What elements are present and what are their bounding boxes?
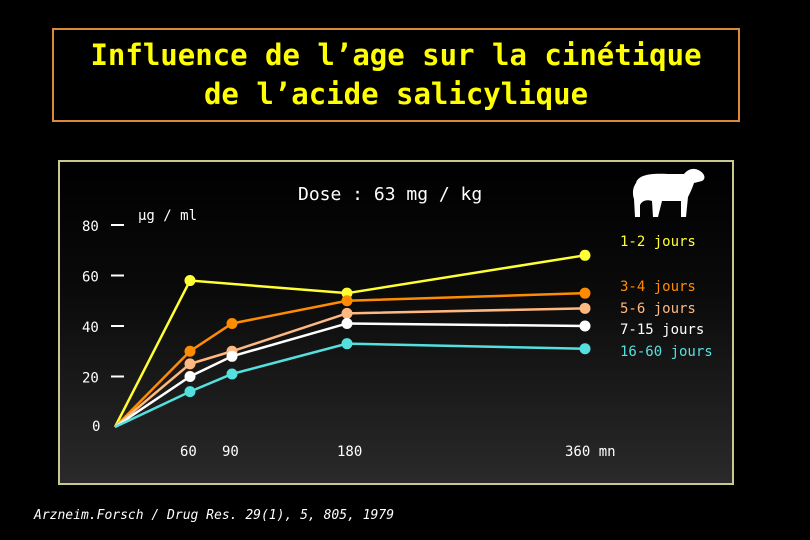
chart-panel [58, 160, 734, 485]
data-point [184, 275, 196, 287]
data-point [184, 371, 196, 382]
data-point [579, 302, 591, 314]
title-line-2: de l’acide salicylique [203, 77, 589, 111]
series-label: 7-15 jours [620, 322, 704, 338]
x-tick-label: 90 [222, 444, 239, 460]
data-point [579, 320, 591, 332]
data-point [579, 249, 591, 261]
series-label: 3-4 jours [620, 279, 696, 295]
y-tick-label: 40 [82, 320, 99, 336]
title-line-1: Influence de l’age sur la cinétique [90, 38, 702, 72]
data-point [341, 338, 353, 350]
data-point [226, 368, 238, 380]
y-tick-label: 80 [82, 219, 99, 235]
data-point [184, 386, 196, 398]
data-point [341, 287, 353, 299]
data-point [579, 287, 591, 299]
x-tick-label: 360 mn [565, 444, 616, 460]
y-tick-label: 20 [82, 371, 99, 387]
data-point [579, 343, 591, 355]
title-box: Influence de l’age sur la cinétique de l… [52, 28, 740, 122]
ylabel: µg / ml [138, 208, 197, 224]
data-point [341, 295, 353, 307]
calf-icon [632, 168, 705, 217]
source-citation: Arzneim.Forsch / Drug Res. 29(1), 5, 805… [34, 508, 395, 523]
series-line [113, 254, 586, 428]
data-point [226, 317, 238, 329]
data-point [184, 345, 196, 357]
series-label: 1-2 jours [620, 234, 696, 250]
x-tick-label: 180 [337, 444, 362, 460]
data-point [226, 350, 238, 362]
dose-label: Dose : 63 mg / kg [298, 184, 482, 205]
data-point [341, 307, 353, 319]
y-tick-label: 0 [92, 419, 100, 435]
data-point [184, 358, 196, 370]
y-tick-label: 60 [82, 270, 99, 286]
series-label: 5-6 jours [620, 301, 696, 317]
x-tick-label: 60 [180, 444, 197, 460]
series-label: 16-60 jours [620, 344, 713, 360]
data-point [341, 317, 353, 329]
